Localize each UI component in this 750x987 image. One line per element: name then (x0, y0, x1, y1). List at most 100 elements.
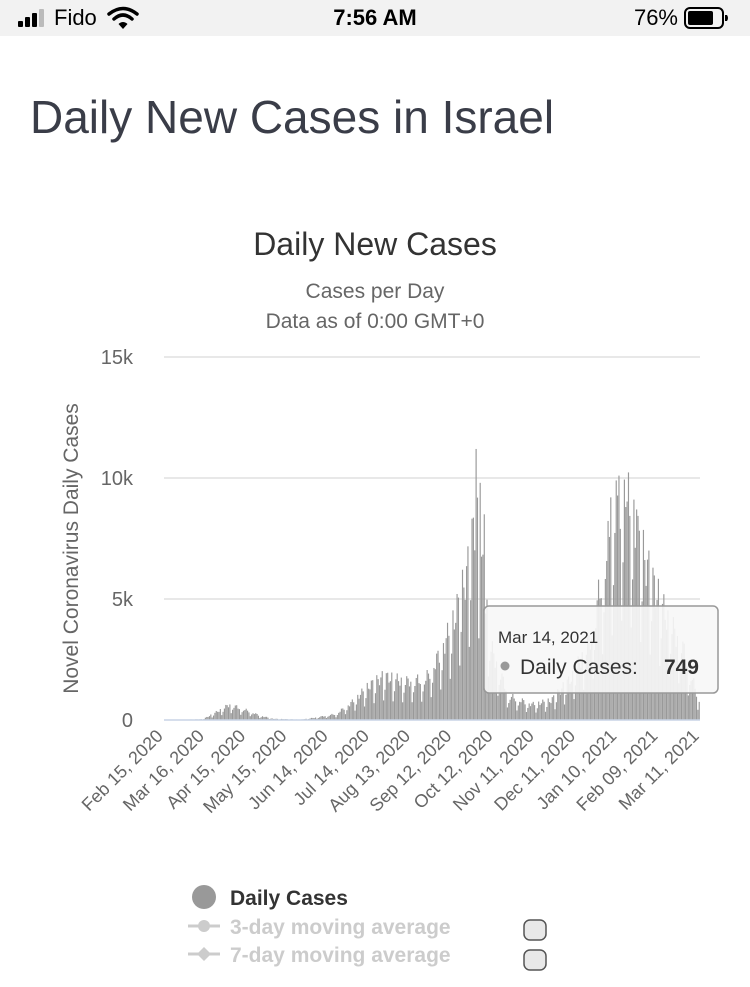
bar (339, 711, 341, 720)
bar (206, 716, 208, 720)
bar (432, 682, 434, 720)
bar (229, 704, 231, 720)
bar (261, 716, 264, 720)
bar (566, 679, 568, 720)
bar (236, 705, 238, 720)
bar (561, 688, 563, 720)
bar (365, 698, 367, 720)
bar (527, 707, 529, 720)
carrier-wrap: Fido (18, 5, 139, 30)
bar (444, 653, 446, 720)
bar (425, 680, 427, 720)
bar (460, 631, 462, 720)
bar (350, 702, 352, 720)
bar (501, 673, 503, 720)
bar (536, 708, 538, 720)
bar (392, 701, 394, 720)
bar (427, 673, 430, 720)
bar (380, 677, 382, 720)
bar (251, 714, 253, 720)
bar (505, 690, 507, 720)
bar (207, 716, 209, 720)
chart-subtitle-line: Data as of 0:00 GMT+0 (266, 310, 485, 333)
bar (453, 629, 455, 720)
bar (312, 717, 314, 720)
bar (464, 599, 466, 720)
bar (315, 717, 317, 720)
chart-subtitle-line: Cases per Day (306, 280, 445, 303)
bar (436, 653, 438, 720)
chart-title: Daily New Cases (253, 226, 497, 262)
bar (520, 702, 522, 720)
bar (542, 699, 544, 720)
bar (355, 704, 357, 720)
bar (554, 709, 556, 720)
bar (474, 550, 476, 720)
bar (267, 717, 269, 720)
bar (227, 707, 230, 720)
bar (226, 705, 228, 720)
bar (374, 693, 377, 720)
bar (524, 704, 526, 720)
bar (210, 714, 212, 720)
bar (471, 518, 473, 720)
bar (523, 700, 525, 720)
legend-item-3-day-moving-average[interactable]: 3-day moving average (230, 916, 451, 939)
legend-toggle-button[interactable] (523, 949, 547, 971)
bar (694, 688, 696, 720)
bar (327, 716, 329, 720)
bar (257, 715, 260, 720)
bar (404, 684, 406, 720)
bar (407, 678, 409, 720)
bar (668, 676, 670, 720)
bar (419, 684, 421, 720)
bar (689, 684, 691, 720)
y-axis-title: Novel Coronavirus Daily Cases (60, 403, 83, 694)
bar (463, 587, 465, 720)
bar (323, 716, 325, 720)
bar (245, 708, 247, 720)
bar (445, 638, 447, 720)
bar (569, 683, 571, 720)
bar (320, 716, 322, 720)
bar (433, 667, 435, 720)
bar (500, 679, 502, 720)
bar (223, 708, 226, 720)
legend-item-7-day-moving-average[interactable]: 7-day moving average (230, 944, 451, 967)
legend-item-daily-cases[interactable]: Daily Cases (230, 887, 348, 910)
bar (512, 693, 514, 720)
chart: Daily New Cases Cases per Day Data as of 0… (60, 226, 719, 971)
bar (475, 448, 477, 720)
bar (264, 716, 266, 720)
bar (459, 665, 461, 720)
bar (517, 705, 519, 720)
bar (618, 475, 620, 720)
bar (516, 710, 518, 720)
wifi-icon (107, 6, 139, 29)
bar (218, 711, 220, 720)
bar (508, 703, 510, 720)
bar (546, 706, 548, 720)
bar (230, 713, 232, 720)
bar (385, 673, 387, 720)
bar (506, 707, 508, 720)
legend-toggle-button[interactable] (523, 919, 547, 941)
bar (393, 691, 396, 720)
y-tick-label: 0 (122, 710, 133, 732)
bar (534, 705, 536, 720)
bar (695, 696, 698, 720)
bar (376, 675, 378, 720)
bar (334, 714, 336, 720)
bar (442, 643, 445, 720)
bar (362, 691, 364, 720)
bar (204, 717, 206, 720)
bar (455, 622, 457, 720)
bar (389, 681, 391, 720)
bar (391, 672, 393, 720)
bar (480, 556, 483, 720)
bar (573, 699, 575, 720)
bar (434, 669, 436, 720)
bar (502, 676, 504, 720)
bar (457, 597, 460, 720)
bar (570, 681, 572, 720)
